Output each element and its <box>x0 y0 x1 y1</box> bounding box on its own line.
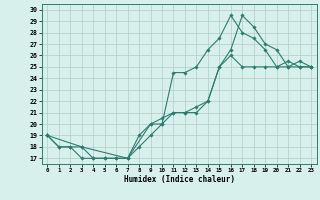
X-axis label: Humidex (Indice chaleur): Humidex (Indice chaleur) <box>124 175 235 184</box>
